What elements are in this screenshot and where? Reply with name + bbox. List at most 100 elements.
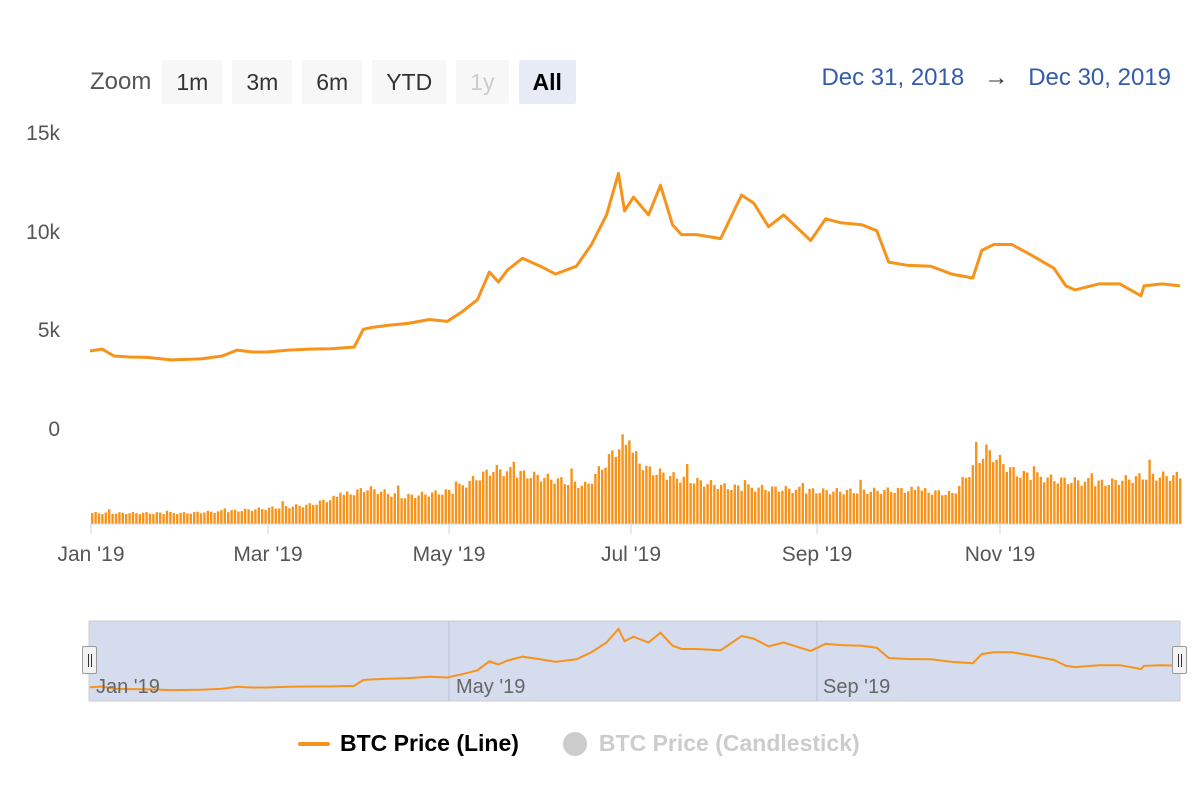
navigator-label: May '19 (456, 676, 525, 698)
volume-bar (414, 498, 417, 524)
volume-bar (186, 513, 189, 524)
volume-bar (737, 485, 740, 524)
volume-bar (295, 504, 298, 524)
volume-bar (1066, 484, 1070, 524)
volume-bar (628, 440, 631, 524)
volume-bar (390, 496, 393, 524)
range-to-input[interactable]: Dec 30, 2019 (1028, 64, 1171, 91)
volume-bar (818, 493, 821, 524)
volume-bar (505, 471, 509, 524)
volume-bar (893, 493, 896, 524)
volume-bar (686, 464, 689, 524)
zoom-ytd-button[interactable]: YTD (372, 60, 447, 104)
zoom-3m-button[interactable]: 3m (232, 60, 293, 104)
volume-bar (672, 472, 675, 524)
volume-bar (1168, 480, 1172, 524)
volume-bar (1097, 480, 1100, 524)
volume-bar (1134, 476, 1138, 524)
volume-bar (233, 509, 237, 524)
volume-bar (774, 486, 777, 524)
legend-line-label: BTC Price (Line) (340, 730, 519, 756)
volume-bar (461, 485, 464, 524)
volume-bar (104, 512, 107, 524)
volume-bar (434, 490, 437, 524)
volume-bar (437, 494, 441, 524)
navigator-left-handle[interactable] (82, 646, 97, 674)
volume-bar (536, 474, 539, 524)
volume-bar (1005, 471, 1008, 524)
volume-bar (1121, 480, 1124, 524)
volume-bar (556, 478, 560, 524)
price-line[interactable] (89, 171, 1181, 362)
volume-bar (1090, 473, 1093, 524)
volume-bar (648, 466, 651, 524)
legend: BTC Price (Line) BTC Price (Candlestick) (298, 730, 860, 757)
legend-item-line[interactable]: BTC Price (Line) (298, 730, 519, 757)
navigator[interactable]: Jan '19 May '19 Sep '19 (88, 620, 1181, 702)
date-range: Dec 31, 2018 → Dec 30, 2019 (821, 64, 1171, 92)
volume-bar (567, 485, 570, 524)
volume-bar (873, 487, 876, 524)
volume-bar (142, 512, 145, 524)
y-axis-labels: 15k 10k 5k 0 (26, 122, 60, 441)
volume-bar (101, 514, 104, 524)
volume-bar (852, 493, 855, 524)
volume-bar (1049, 474, 1053, 524)
volume-bar (159, 512, 162, 524)
volume-bar (788, 488, 791, 524)
volume-bar (519, 471, 522, 524)
volume-bars (91, 434, 1182, 524)
volume-bar (230, 510, 233, 524)
volume-bar (563, 484, 566, 524)
volume-bar (951, 493, 954, 524)
volume-bar (1022, 471, 1025, 524)
volume-bar (553, 483, 556, 524)
volume-bar (482, 471, 485, 524)
volume-bar (431, 492, 434, 524)
volume-bar (261, 509, 264, 524)
volume-bar (835, 488, 838, 524)
volume-bar (662, 472, 665, 524)
volume-bar (1158, 477, 1161, 524)
zoom-all-button[interactable]: All (518, 60, 576, 104)
volume-bar (427, 496, 430, 524)
volume-bar (1138, 473, 1141, 524)
volume-bar (356, 489, 359, 524)
volume-bar (257, 507, 260, 524)
volume-bar (1060, 477, 1063, 524)
volume-bar (349, 494, 352, 524)
volume-bar (584, 481, 587, 524)
btc-price-chart: 15k 10k 5k 0 Jan '19 Mar '19 May '19 Jul… (26, 122, 1182, 702)
volume-bar (1100, 479, 1104, 524)
volume-bar (94, 512, 97, 524)
volume-bar (747, 484, 750, 524)
volume-bar (125, 514, 128, 524)
volume-bar (1162, 471, 1165, 524)
volume-bar (958, 485, 961, 524)
volume-bar (913, 489, 917, 524)
volume-bar (709, 480, 713, 524)
navigator-label: Sep '19 (823, 676, 890, 698)
navigator-right-handle[interactable] (1172, 646, 1187, 674)
volume-bar (658, 468, 662, 524)
volume-bar (227, 512, 230, 524)
volume-bar (985, 444, 988, 524)
volume-bar (580, 485, 583, 524)
volume-bar (407, 493, 410, 524)
legend-candlestick-label: BTC Price (Candlestick) (598, 730, 860, 756)
volume-bar (808, 488, 811, 524)
zoom-1m-button[interactable]: 1m (162, 60, 223, 104)
volume-bar (607, 454, 611, 524)
volume-bar (400, 498, 403, 524)
volume-bar (699, 480, 702, 524)
range-from-input[interactable]: Dec 31, 2018 (821, 64, 965, 91)
volume-bar (679, 482, 682, 524)
volume-bar (740, 490, 743, 524)
volume-bar (1009, 467, 1012, 524)
zoom-6m-button[interactable]: 6m (302, 60, 363, 104)
legend-item-candlestick[interactable]: BTC Price (Candlestick) (562, 730, 860, 757)
volume-bar (254, 509, 257, 524)
volume-bar (495, 464, 498, 524)
volume-bar (604, 467, 607, 524)
volume-bar (1114, 479, 1117, 524)
